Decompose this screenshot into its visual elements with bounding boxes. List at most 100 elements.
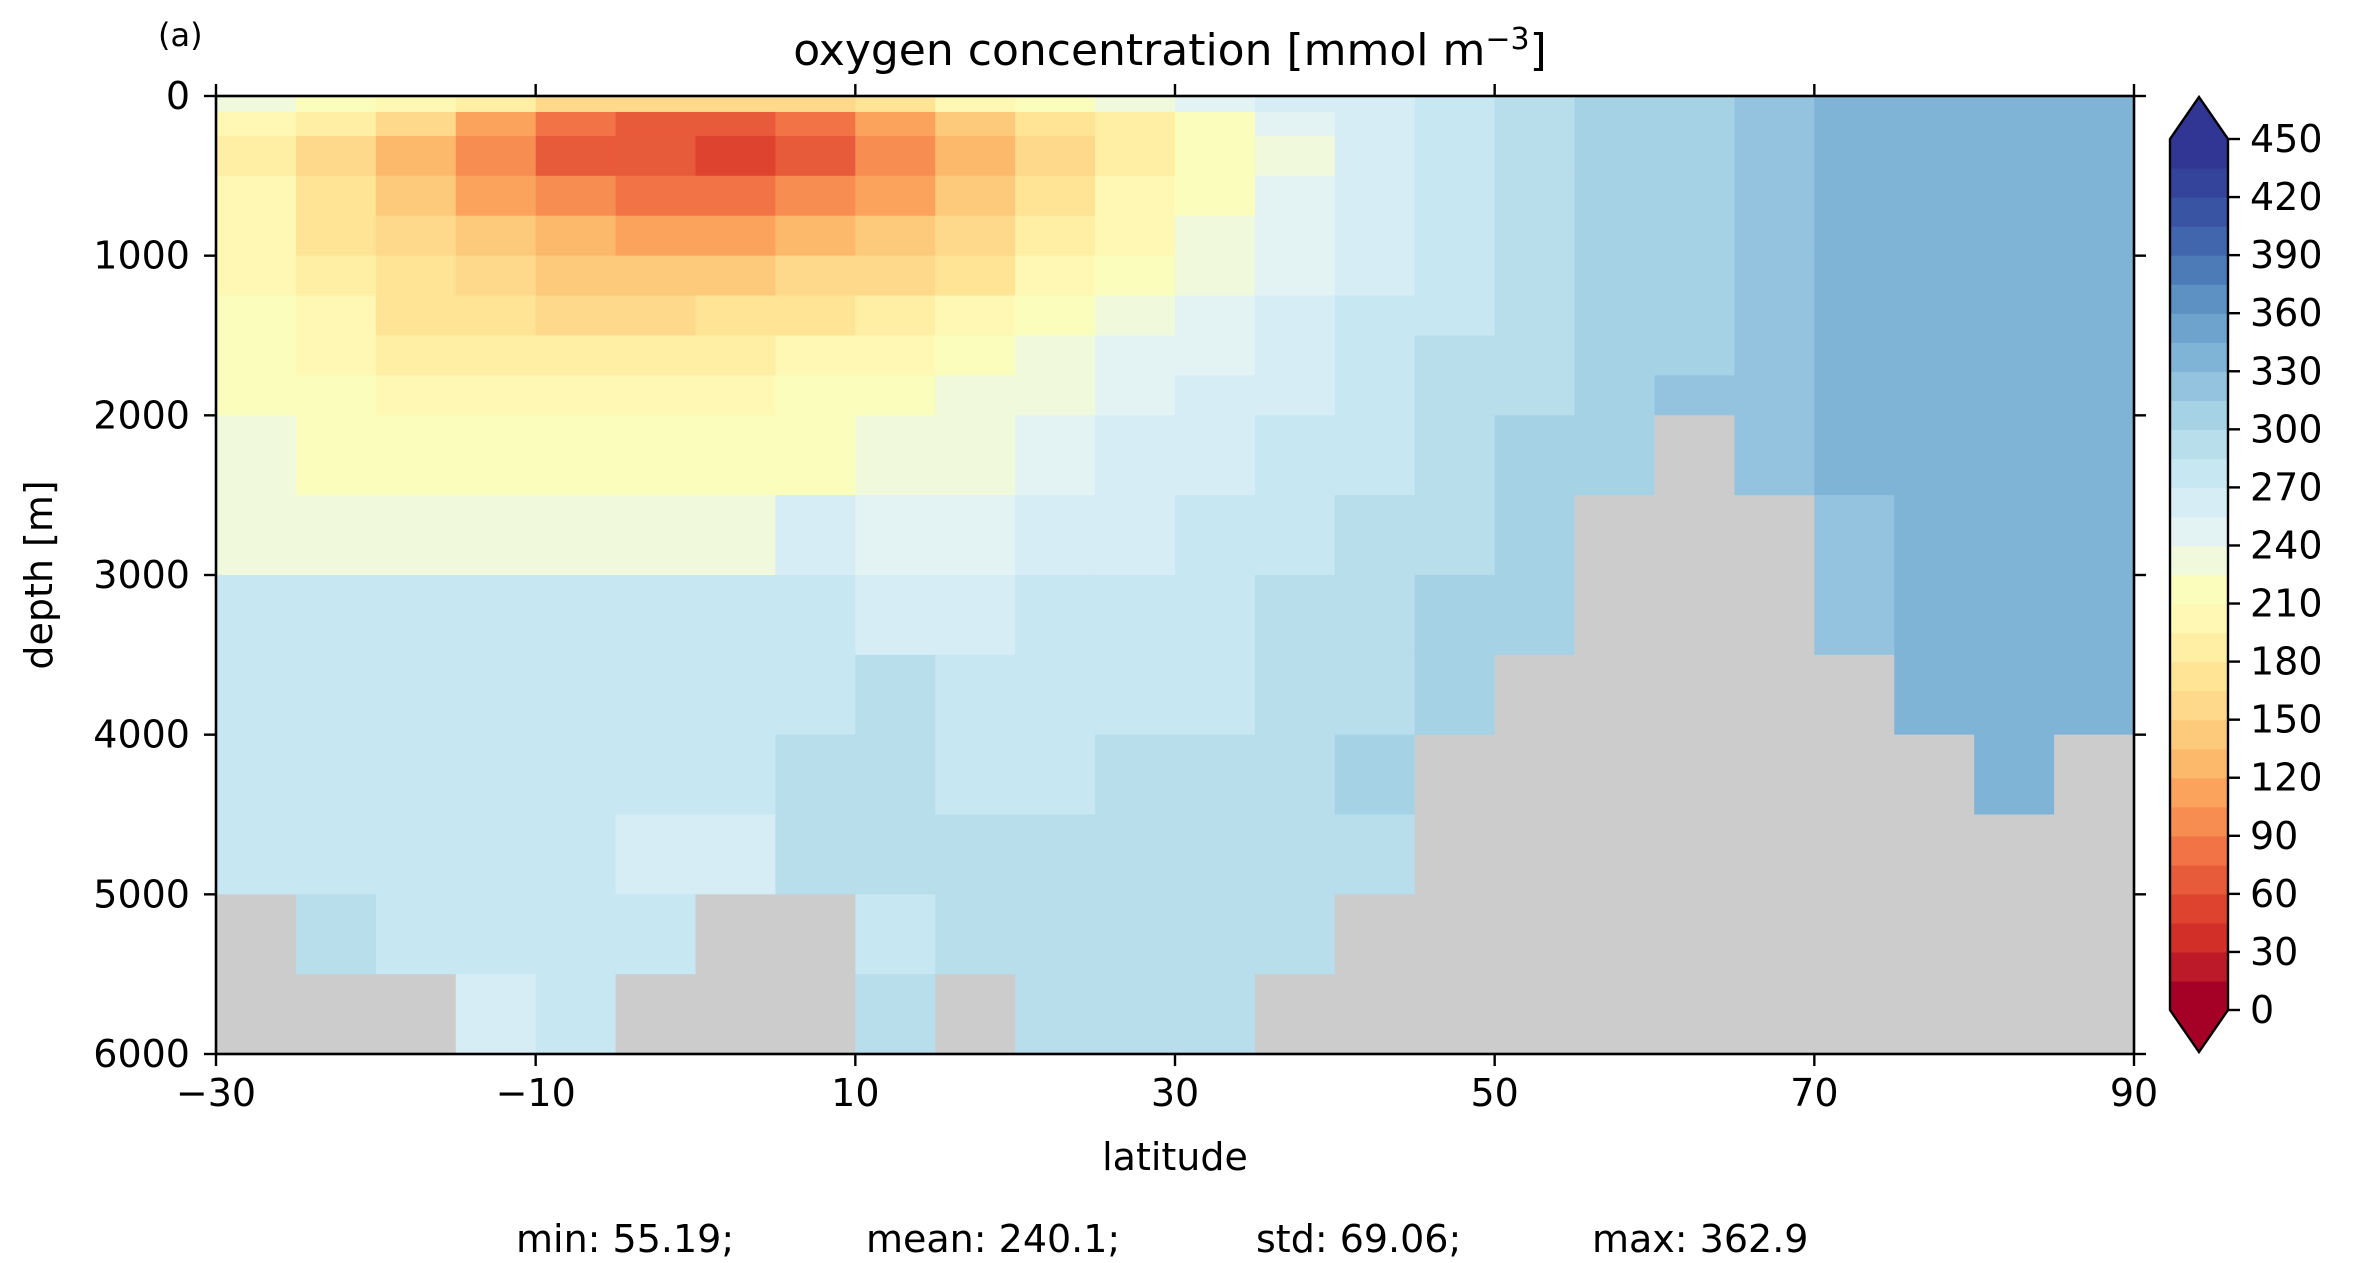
heatmap-cell: [216, 111, 297, 137]
colorbar-tick-label: 330: [2250, 349, 2323, 393]
heatmap-cell: [935, 175, 1016, 217]
heatmap-cell: [1814, 175, 1895, 217]
heatmap-cell: [1494, 135, 1576, 177]
seafloor-cell: [1414, 894, 1496, 975]
heatmap-cell: [1974, 575, 2055, 656]
heatmap-cell: [1974, 335, 2055, 377]
heatmap-cell: [615, 654, 697, 736]
heatmap-cell: [615, 255, 697, 297]
heatmap-cell: [1254, 894, 1336, 975]
heatmap-cell: [1974, 175, 2055, 217]
heatmap-cell: [375, 654, 457, 736]
heatmap-cell: [1175, 575, 1256, 656]
heatmap-cell: [615, 295, 697, 337]
heatmap-cell: [1814, 495, 1895, 576]
heatmap-cell: [1175, 654, 1256, 736]
colorbar-segment: [2170, 864, 2228, 895]
heatmap-cell: [695, 814, 777, 895]
heatmap-cell: [1175, 335, 1256, 377]
heatmap-cell: [855, 175, 936, 217]
heatmap-cell: [1654, 215, 1736, 257]
heatmap-cell: [1974, 111, 2055, 137]
colorbar-tick-label: 180: [2250, 640, 2323, 684]
y-tick-label: 5000: [93, 872, 190, 916]
heatmap-cell: [615, 111, 697, 137]
heatmap-cell: [695, 175, 777, 217]
heatmap-cell: [1015, 495, 1096, 576]
x-tick-label: 10: [831, 1071, 879, 1115]
heatmap-cell: [1894, 335, 1975, 377]
heatmap-cell: [1334, 96, 1416, 113]
heatmap-cell: [1095, 375, 1176, 416]
heatmap-cell: [1814, 111, 1895, 137]
heatmap-cell: [855, 495, 936, 576]
heatmap-cell: [375, 96, 457, 113]
heatmap-cell: [615, 894, 697, 975]
heatmap-cell: [1814, 295, 1895, 337]
heatmap-cell: [1654, 255, 1736, 297]
heatmap-cell: [1175, 375, 1256, 416]
heatmap-cell: [1494, 175, 1576, 217]
colorbar-segment: [2170, 632, 2228, 663]
heatmap-cell: [615, 814, 697, 895]
heatmap-cell: [1254, 96, 1336, 113]
panel-label: (a): [158, 16, 203, 54]
heatmap-cell: [1015, 255, 1096, 297]
heatmap-cell: [695, 111, 777, 137]
colorbar-segment: [2170, 603, 2228, 634]
heatmap-cell: [1494, 255, 1576, 297]
seafloor-cell: [1974, 814, 2055, 895]
heatmap-cell: [535, 335, 617, 377]
heatmap-cell: [535, 814, 617, 895]
heatmap-cell: [695, 335, 777, 377]
heatmap-cell: [1095, 734, 1176, 816]
heatmap-cell: [855, 375, 936, 416]
heatmap-cell: [1974, 96, 2055, 113]
heatmap-cell: [935, 255, 1016, 297]
heatmap-cell: [1574, 335, 1656, 377]
heatmap-cell: [1494, 575, 1576, 656]
heatmap-cell: [1574, 96, 1656, 113]
seafloor-cell: [1574, 894, 1656, 975]
heatmap-cell: [695, 654, 777, 736]
heatmap-cell: [1175, 495, 1256, 576]
y-tick-label: 3000: [93, 553, 190, 597]
heatmap-cell: [935, 894, 1016, 975]
seafloor-cell: [775, 974, 856, 1055]
seafloor-cell: [216, 894, 297, 975]
heatmap-cell: [1254, 335, 1336, 377]
x-tick-label: −30: [176, 1071, 256, 1115]
heatmap-cell: [695, 96, 777, 113]
heatmap-cell: [1254, 814, 1336, 895]
heatmap-cell: [1254, 734, 1336, 816]
chart-title-main: oxygen concentration [mmol m: [793, 25, 1485, 76]
heatmap-cell: [375, 575, 457, 656]
heatmap-cell: [615, 96, 697, 113]
heatmap-cell: [535, 654, 617, 736]
heatmap-cell: [615, 175, 697, 217]
seafloor-cell: [2054, 974, 2135, 1055]
seafloor-cell: [1734, 575, 1815, 656]
seafloor-cell: [1654, 415, 1736, 496]
heatmap-cell: [935, 335, 1016, 377]
heatmap-cell: [1734, 375, 1815, 416]
heatmap-cell: [775, 255, 856, 297]
heatmap-cell: [775, 575, 856, 656]
heatmap-cell: [1494, 111, 1576, 137]
heatmap-cell: [1334, 255, 1416, 297]
colorbar-segment: [2170, 893, 2228, 924]
colorbar-segment: [2170, 748, 2228, 779]
seafloor-cell: [1414, 974, 1496, 1055]
heatmap-cell: [2054, 654, 2135, 736]
heatmap-cell: [1254, 415, 1336, 496]
heatmap-cell: [535, 111, 617, 137]
heatmap-cell: [1175, 894, 1256, 975]
seafloor-cell: [1494, 814, 1576, 895]
heatmap-cell: [1334, 575, 1416, 656]
heatmap-cell: [1494, 375, 1576, 416]
heatmap-cell: [295, 894, 377, 975]
heatmap-cell: [1334, 335, 1416, 377]
seafloor-cell: [295, 974, 377, 1055]
heatmap-cell: [2054, 335, 2135, 377]
heatmap-cell: [1734, 175, 1815, 217]
